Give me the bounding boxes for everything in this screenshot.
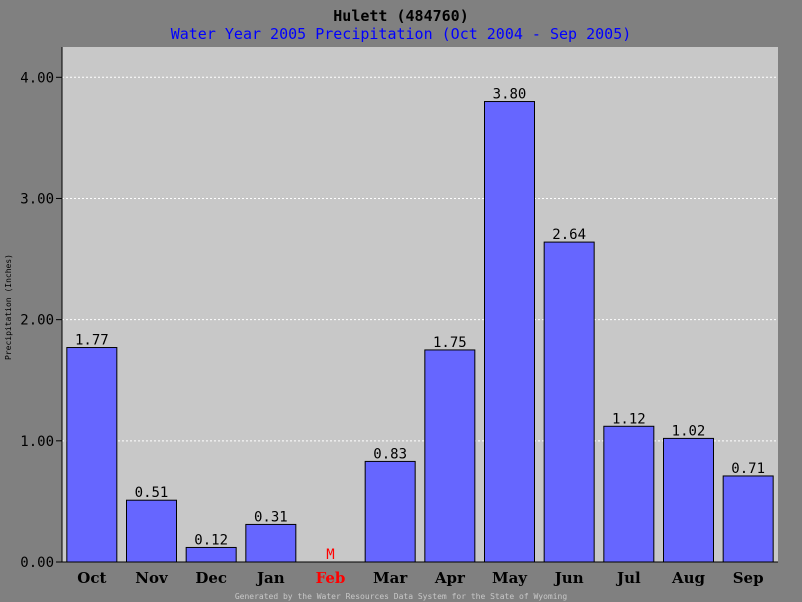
x-tick-label-mar: Mar (373, 569, 408, 587)
x-tick-label-jan: Jan (255, 569, 285, 587)
x-tick-label-nov: Nov (135, 569, 169, 587)
x-tick-label-jul: Jul (615, 569, 641, 587)
x-tick-label-sep: Sep (733, 569, 764, 587)
x-tick-label-aug: Aug (671, 569, 706, 587)
x-tick-label-dec: Dec (195, 569, 227, 587)
data-label-nov: 0.51 (135, 485, 169, 501)
footer-credit: Generated by the Water Resources Data Sy… (235, 592, 568, 601)
data-label-may: 3.80 (493, 87, 527, 103)
plot-area (62, 47, 778, 562)
data-label-mar: 0.83 (373, 446, 407, 462)
data-label-sep: 0.71 (731, 461, 765, 477)
y-tick-label: 1.00 (20, 434, 54, 450)
y-ticks: 0.00 1.00 2.00 3.00 4.00 (20, 70, 62, 571)
data-label-aug: 1.02 (672, 423, 706, 439)
data-label-jun: 2.64 (552, 227, 586, 243)
bar-oct (66, 347, 118, 563)
y-axis-label: Precipitation (Inches) (4, 254, 13, 360)
bar-jan (245, 523, 297, 563)
gridlines (62, 76, 778, 442)
data-label-oct: 1.77 (75, 333, 109, 349)
data-label-feb: M (326, 547, 334, 563)
bar-mar (364, 460, 416, 563)
bar-dec (185, 546, 237, 563)
category-labels: Oct Nov Dec Jan Feb Mar Apr May Jun Jul Aug Sep (77, 569, 763, 587)
bar-aug (663, 437, 714, 563)
y-tick-label: 4.00 (20, 70, 54, 86)
bars (66, 101, 774, 563)
data-label-jul: 1.12 (612, 411, 646, 427)
bar-may (484, 101, 535, 563)
bar-nov (126, 499, 177, 563)
bar-sep (722, 475, 774, 563)
x-tick-label-jun: Jun (553, 569, 584, 587)
data-labels: 1.77 0.51 0.12 0.31 M 0.83 1.75 3.80 2.64 1.12 1.0… (75, 87, 765, 563)
y-tick-label: 3.00 (20, 191, 54, 207)
x-tick-label-may: May (492, 569, 528, 587)
x-tick-label-apr: Apr (434, 569, 466, 587)
chart-subtitle: Water Year 2005 Precipitation (Oct 2004 … (171, 25, 632, 43)
bar-jul (603, 425, 655, 563)
y-tick-label: 2.00 (20, 313, 54, 329)
x-tick-label-oct: Oct (77, 569, 106, 587)
data-label-dec: 0.12 (194, 532, 228, 548)
data-label-apr: 1.75 (433, 335, 467, 351)
chart-title: Hulett (484760) (333, 7, 468, 25)
bar-apr (424, 349, 476, 563)
data-label-jan: 0.31 (254, 509, 288, 525)
x-tick-label-feb: Feb (316, 569, 346, 587)
y-tick-label: 0.00 (20, 555, 54, 571)
bar-jun (543, 241, 595, 563)
